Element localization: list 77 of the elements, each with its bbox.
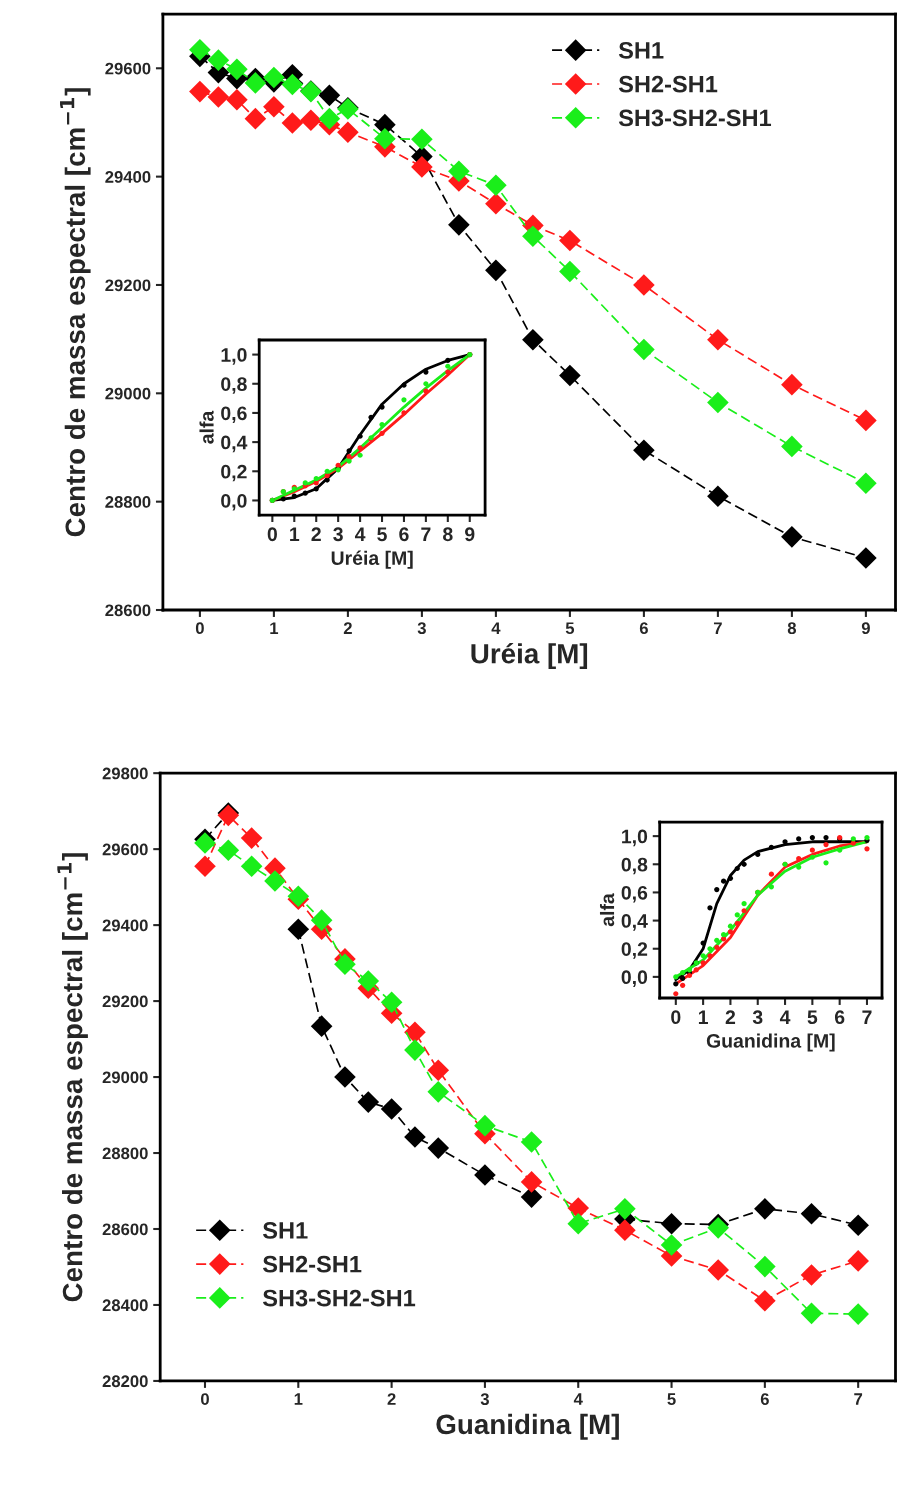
x-tick-label: 5	[667, 1393, 676, 1405]
x-axis-title: Uréia [M]	[471, 642, 588, 670]
x-tick-label: 3	[417, 622, 426, 635]
x-tick-label: 1	[294, 1393, 303, 1405]
x-tick-label: 8	[443, 527, 453, 542]
x-tick-label: 7	[421, 527, 431, 541]
x-tick-label: 8	[787, 622, 797, 635]
x-tick-label: 6	[399, 527, 409, 542]
x-tick-label: 4	[779, 1010, 791, 1024]
x-tick-label: 2	[387, 1393, 396, 1405]
y-tick-label: 28200	[102, 1375, 148, 1388]
x-tick-label: 1	[698, 1010, 708, 1024]
y-tick-label: 29400	[102, 919, 148, 932]
y-tick-label: 29600	[105, 62, 151, 75]
x-tick-label: 2	[311, 527, 321, 541]
x-tick-label: 6	[760, 1393, 769, 1405]
y-tick-label: 28600	[105, 604, 151, 617]
y-tick-label: 29200	[102, 995, 148, 1008]
y-tick-label: 29400	[105, 171, 151, 183]
y-tick-label: 0,6	[621, 885, 648, 903]
legend-label: SH1	[262, 1222, 308, 1239]
y-tick-label: 28400	[102, 1299, 148, 1312]
x-axis-title: Guanidina [M]	[706, 1033, 835, 1052]
x-tick-label: 1	[290, 527, 300, 541]
y-tick-label: 0,2	[221, 464, 247, 482]
x-tick-label: 5	[377, 527, 387, 542]
x-tick-label: 4	[491, 622, 501, 634]
x-tick-label: 6	[639, 622, 648, 635]
x-tick-label: 2	[725, 1010, 736, 1024]
x-tick-label: 6	[834, 1010, 845, 1025]
x-tick-label: 4	[573, 1393, 583, 1405]
legend-label: SH3-SH2-SH1	[618, 109, 772, 127]
y-tick-label: 0,0	[621, 970, 648, 987]
x-tick-label: 2	[343, 622, 352, 634]
y-tick-label: 0,2	[621, 942, 648, 959]
x-tick-label: 3	[480, 1393, 489, 1406]
legend-label: SH3-SH2-SH1	[262, 1289, 416, 1307]
y-tick-label: 28800	[105, 496, 151, 508]
legend-label: SH2-SH1	[262, 1255, 362, 1273]
y-tick-label: 29000	[102, 1071, 148, 1084]
x-tick-label: 9	[465, 527, 475, 542]
x-tick-label: 5	[565, 622, 575, 635]
x-tick-label: 7	[854, 1393, 863, 1405]
y-tick-label: 1,0	[622, 829, 648, 847]
y-axis-title: Centro de massa espectral [cm$^{−1}$]	[60, 88, 91, 537]
x-tick-label: 0	[671, 1010, 681, 1025]
x-tick-label: 3	[752, 1010, 763, 1025]
x-tick-label: 7	[713, 622, 722, 634]
x-tick-label: 0	[201, 1393, 209, 1405]
y-axis-title: alfa	[199, 410, 214, 444]
x-tick-label: 1	[270, 622, 279, 634]
y-tick-label: 29600	[102, 843, 148, 856]
x-tick-label: 9	[861, 622, 870, 635]
x-axis-title: Guanidina [M]	[436, 1413, 619, 1440]
y-tick-label: 0,6	[221, 406, 247, 423]
y-tick-label: 0,0	[221, 493, 247, 511]
y-tick-label: 29200	[105, 279, 151, 292]
y-tick-label: 29800	[102, 767, 148, 780]
x-tick-label: 5	[807, 1010, 818, 1025]
legend-label: SH2-SH1	[618, 75, 718, 93]
y-tick-label: 0,8	[621, 857, 648, 875]
y-tick-label: 28800	[102, 1147, 148, 1160]
x-axis-title: Uréia [M]	[331, 550, 413, 569]
y-tick-label: 29000	[105, 387, 151, 400]
legend-label: SH1	[618, 41, 664, 59]
y-tick-label: 0,4	[221, 435, 248, 453]
y-tick-label: 0,8	[221, 377, 247, 394]
y-axis-title: alfa	[599, 893, 615, 927]
x-tick-label: 3	[333, 527, 343, 542]
x-tick-label: 7	[862, 1010, 872, 1024]
x-tick-label: 0	[267, 527, 277, 542]
y-tick-label: 1,0	[221, 348, 247, 365]
y-tick-label: 28600	[102, 1223, 148, 1236]
y-tick-label: 0,4	[621, 914, 648, 931]
x-tick-label: 4	[354, 527, 366, 541]
x-tick-label: 0	[195, 622, 204, 635]
y-axis-title: Centro de massa espectral [cm$^{−1}$]	[57, 853, 88, 1302]
